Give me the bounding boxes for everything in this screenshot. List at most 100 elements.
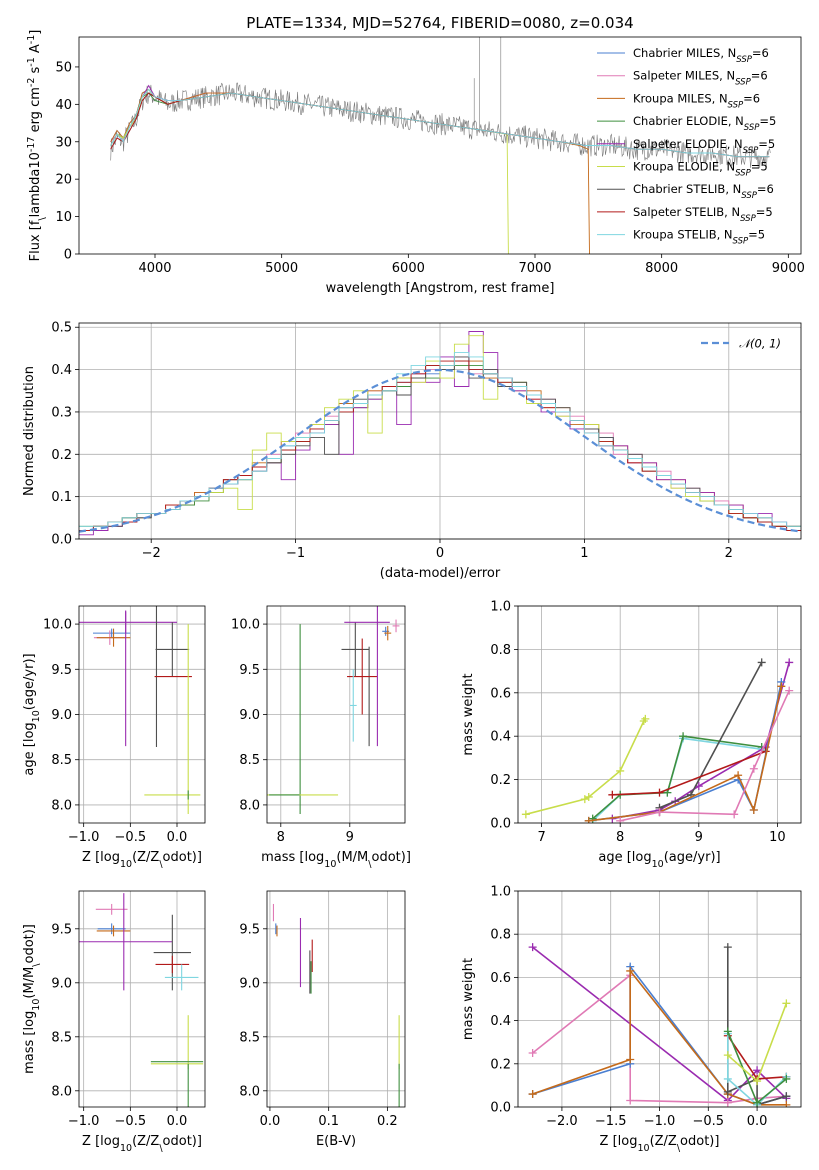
y-tick-label: 1.0 bbox=[490, 600, 511, 615]
mass-weight-marker bbox=[723, 1074, 732, 1083]
label-part: E(B-V) bbox=[316, 1134, 356, 1149]
label-part: mass weight bbox=[461, 958, 476, 1040]
observed-spectrum-line bbox=[110, 82, 771, 168]
label-part: Normed distribution bbox=[22, 366, 37, 496]
model-spectrum-line bbox=[110, 88, 770, 158]
x-tick-label: 6000 bbox=[392, 261, 425, 276]
x-tick-label: −0.5 bbox=[115, 830, 147, 845]
legend-subscript: SSP bbox=[736, 55, 752, 65]
mass-weight-marker bbox=[782, 1074, 791, 1083]
mass-weight-marker bbox=[723, 943, 732, 952]
x-axis-label: Z [log10(Z/Z\odot)] bbox=[600, 1134, 720, 1154]
mass-weight-line bbox=[525, 718, 647, 816]
age-vs-mass-plot-area bbox=[267, 606, 400, 814]
y-tick-label: 10.0 bbox=[43, 618, 72, 633]
mass-weight-marker bbox=[626, 966, 635, 975]
label-part: \ bbox=[368, 859, 372, 870]
mass-weight-marker bbox=[584, 816, 593, 823]
mass-weight-vs-age-frame bbox=[517, 605, 802, 824]
legend-suffix: =5 bbox=[756, 205, 773, 219]
label-part: 10 bbox=[120, 1143, 132, 1154]
x-tick-label: 8 bbox=[277, 830, 285, 845]
label-part: ] bbox=[28, 30, 43, 35]
y-axis-label: mass weight bbox=[461, 958, 476, 1040]
mass-weight-marker bbox=[782, 999, 791, 1008]
y-tick-label: 8.0 bbox=[239, 798, 260, 813]
spectrum-panel: 4000 5000 6000 7000 8000 9000 0 10 20 30 40 50 wavel… bbox=[26, 30, 805, 296]
y-axis-label: mass weight bbox=[461, 673, 476, 755]
label-part: 10 bbox=[637, 1143, 649, 1154]
mass-weight-marker bbox=[655, 788, 664, 797]
mass-weight-marker bbox=[616, 766, 625, 775]
label-part: 10 bbox=[652, 859, 664, 870]
mass-weight-marker bbox=[528, 943, 537, 952]
x-tick-label: −2.0 bbox=[546, 1114, 578, 1129]
spectrum-plot-area bbox=[110, 37, 771, 254]
x-tick-label: −1.5 bbox=[595, 1114, 627, 1129]
legend-subscript: SSP bbox=[735, 78, 751, 88]
x-axis-label: E(B-V) bbox=[316, 1134, 356, 1149]
legend-entry: Chabrier ELODIE, NSSP=5 bbox=[633, 114, 776, 133]
y-tick-label: 1.0 bbox=[490, 885, 511, 900]
label-part: odot)] bbox=[163, 850, 202, 865]
label-part: age [log bbox=[598, 850, 651, 865]
x-tick-label: −2 bbox=[142, 546, 161, 561]
label-part: odot)] bbox=[680, 1134, 719, 1149]
mass-weight-marker bbox=[655, 808, 664, 817]
x-tick-label: 9 bbox=[695, 830, 703, 845]
label-part: (M/M bbox=[22, 967, 37, 999]
x-tick-label: 0.0 bbox=[167, 1114, 188, 1129]
y-tick-label: 0.2 bbox=[51, 448, 72, 463]
mass-weight-marker bbox=[734, 771, 743, 780]
legend-entry: Kroupa STELIB, NSSP=5 bbox=[633, 228, 765, 247]
legend-name: Salpeter STELIB, N bbox=[633, 205, 740, 219]
residuals-plot-area bbox=[79, 331, 801, 536]
legend-subscript: SSP bbox=[740, 214, 756, 224]
y-tick-label: 0.8 bbox=[490, 928, 511, 943]
x-tick-label: −1 bbox=[286, 546, 305, 561]
label-part: mass [log bbox=[22, 1011, 37, 1074]
label-part: \ bbox=[677, 1143, 681, 1154]
y-axis-label: Normed distribution bbox=[22, 366, 37, 496]
label-part: -1 bbox=[26, 35, 37, 44]
x-tick-label: 8 bbox=[616, 830, 624, 845]
legend-subscript: SSP bbox=[728, 100, 744, 110]
mass-weight-marker bbox=[757, 658, 766, 667]
label-part: (Z/Z bbox=[132, 850, 159, 865]
label-part: odot)] bbox=[371, 850, 410, 865]
label-part: age [log bbox=[22, 722, 37, 775]
label-part: -1 bbox=[26, 57, 37, 66]
legend-suffix: =6 bbox=[743, 91, 760, 105]
label-part: Z [log bbox=[600, 1134, 638, 1149]
x-tick-label: −1.0 bbox=[68, 830, 100, 845]
mass-vs-z-plot-area bbox=[79, 893, 204, 1107]
label-part: \ bbox=[31, 963, 42, 967]
y-tick-label: 0.5 bbox=[51, 321, 72, 336]
legend-entry: Salpeter MILES, NSSP=6 bbox=[633, 69, 768, 88]
y-tick-label: 0.8 bbox=[490, 643, 511, 658]
x-tick-label: 0.0 bbox=[747, 1114, 768, 1129]
y-tick-label: 8.0 bbox=[51, 798, 72, 813]
y-tick-label: 8.0 bbox=[51, 1084, 72, 1099]
y-tick-label: 9.0 bbox=[239, 708, 260, 723]
legend-entry: Salpeter ELODIE, NSSP=5 bbox=[633, 137, 775, 156]
legend-name: Kroupa MILES, N bbox=[633, 91, 728, 105]
y-tick-label: 9.0 bbox=[51, 708, 72, 723]
age-vs-z-plot-area bbox=[79, 606, 201, 814]
plots-layer: 4000 5000 6000 7000 8000 900001020304050wavel… bbox=[22, 30, 805, 1154]
x-tick-label: 0 bbox=[436, 546, 444, 561]
x-tick-label: −0.5 bbox=[115, 1114, 147, 1129]
label-part: 10 bbox=[120, 859, 132, 870]
label-part: 10 bbox=[31, 710, 42, 722]
mass-weight-vs-age-plot-area bbox=[521, 658, 794, 823]
legend-name: Chabrier MILES, N bbox=[633, 46, 736, 60]
mass-weight-marker bbox=[641, 714, 650, 723]
label-part: mass [log bbox=[261, 850, 324, 865]
label-part: erg cm bbox=[28, 87, 43, 136]
legend-subscript: SSP bbox=[744, 123, 760, 133]
mass-weight-marker bbox=[753, 1077, 762, 1086]
legend-subscript: SSP bbox=[733, 237, 749, 247]
y-tick-label: 8.0 bbox=[239, 1084, 260, 1099]
